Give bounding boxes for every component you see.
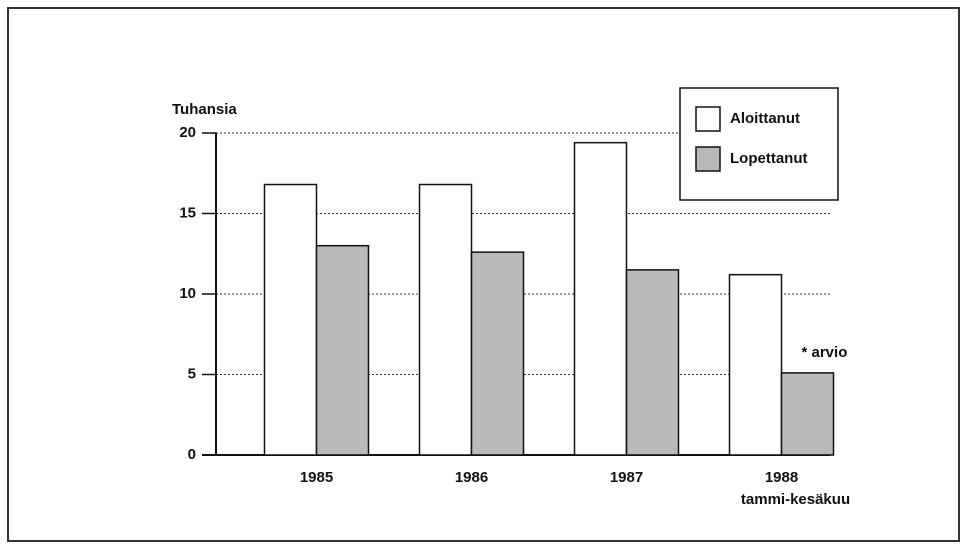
x-tick-label: 1988 tammi-kesäkuu [741, 469, 850, 508]
bar [573, 141, 628, 456]
y-axis-label: Tuhansia [172, 101, 237, 118]
bar [418, 183, 473, 456]
legend-swatch [695, 106, 721, 132]
bar [728, 273, 783, 456]
bar [625, 269, 680, 456]
x-tick-label: 1985 [300, 469, 333, 486]
frame [7, 7, 960, 542]
legend-label: Aloittanut [730, 110, 800, 127]
y-tick-label: 20 [179, 124, 196, 141]
y-tick-label: 5 [188, 365, 196, 382]
y-tick-label: 0 [188, 446, 196, 463]
legend-swatch [695, 146, 721, 172]
bar [780, 372, 835, 456]
bar [315, 244, 370, 456]
legend-box [679, 87, 839, 201]
y-tick-label: 10 [179, 285, 196, 302]
y-tick-label: 15 [179, 204, 196, 221]
bar [470, 251, 525, 456]
bar [263, 183, 318, 456]
x-tick-label: 1986 [455, 469, 488, 486]
x-tick-label: 1987 [610, 469, 643, 486]
legend-label: Lopettanut [730, 150, 807, 167]
annotation: * arvio [802, 344, 848, 361]
